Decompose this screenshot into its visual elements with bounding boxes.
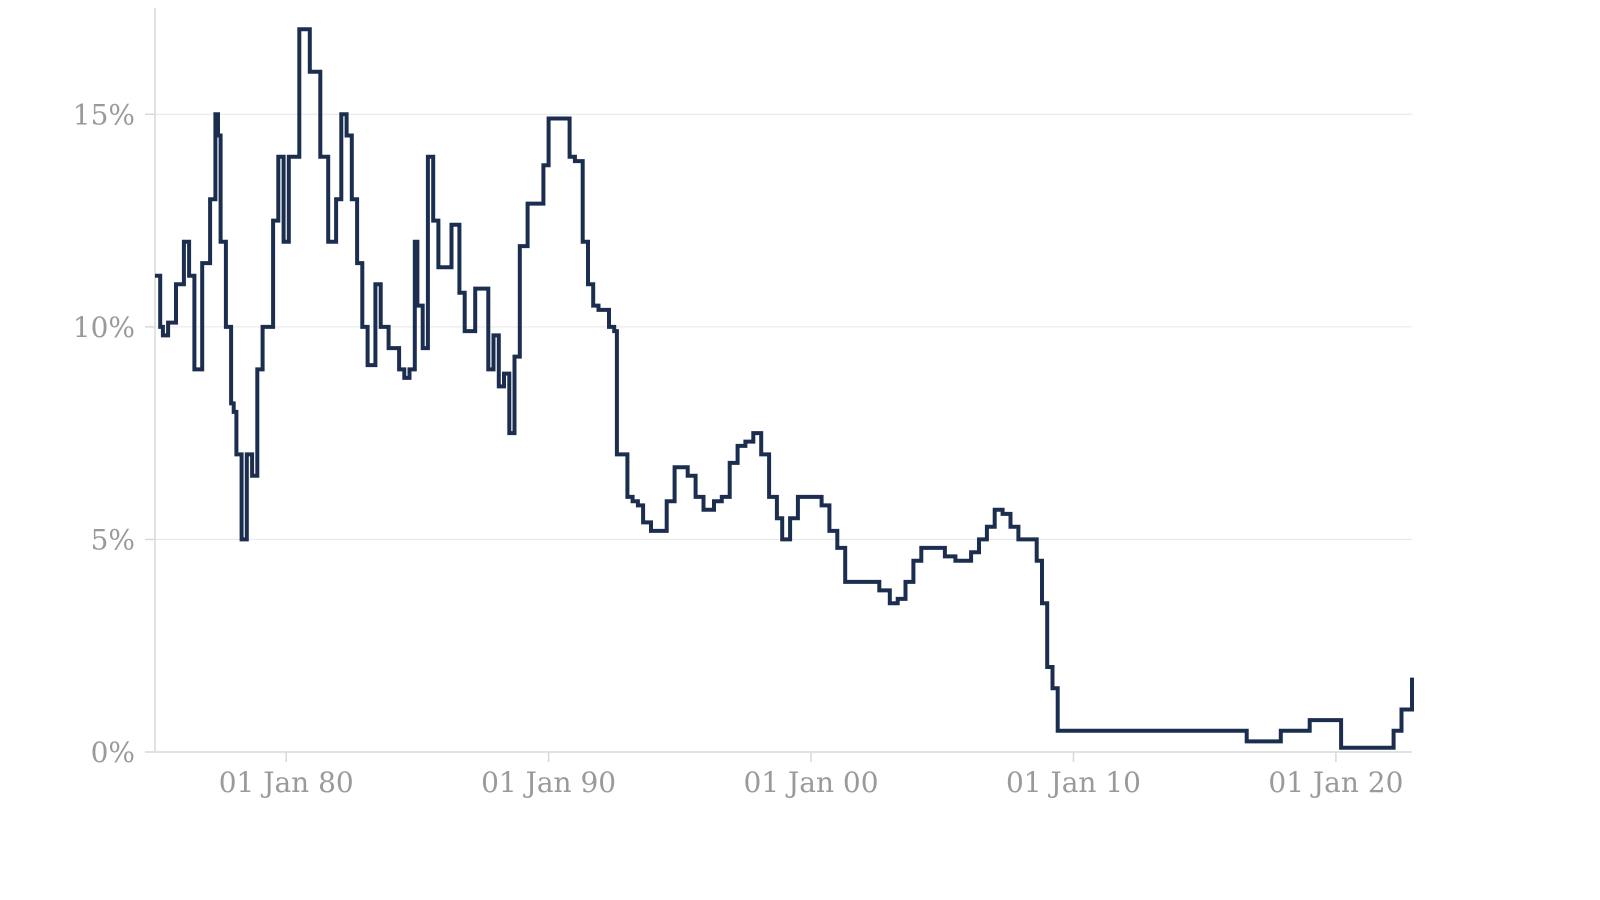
grid-lines	[155, 113, 1412, 540]
x-tick-label: 01 Jan 10	[1006, 766, 1141, 799]
series-line-0	[155, 27, 1414, 750]
x-tick-labels: 01 Jan 80 01 Jan 90 01 Jan 00 01 Jan 10 01 J…	[219, 752, 1403, 799]
x-tick-label: 01 Jan 00	[744, 766, 879, 799]
x-tick-label: 01 Jan 20	[1268, 766, 1403, 799]
y-tick-label: 5%	[91, 523, 135, 556]
y-tick-labels: 0% 5% 10% 15%	[73, 98, 155, 769]
x-tick-label: 01 Jan 80	[219, 766, 354, 799]
y-tick-label: 15%	[73, 98, 135, 131]
y-tick-label: 10%	[73, 311, 135, 344]
series	[155, 27, 1414, 750]
axes	[154, 8, 1412, 753]
y-tick-label: 0%	[91, 736, 135, 769]
x-tick-label: 01 Jan 90	[481, 766, 616, 799]
